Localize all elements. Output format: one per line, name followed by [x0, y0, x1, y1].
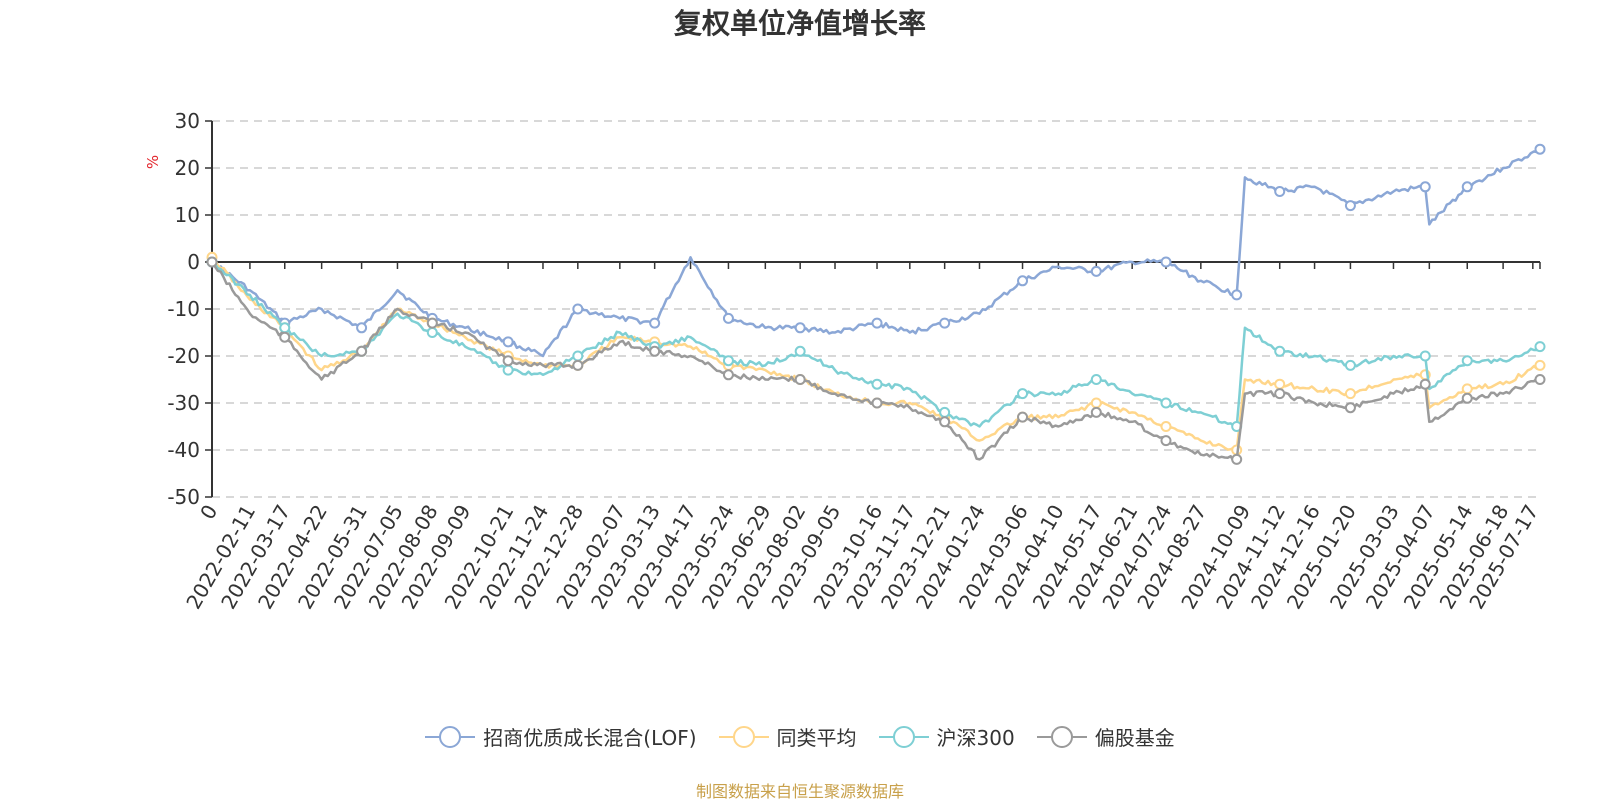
data-point[interactable] — [279, 322, 291, 334]
data-point[interactable] — [1090, 397, 1102, 409]
legend: 招商优质成长混合(LOF) 同类平均 沪深300 偏股基金 — [0, 722, 1600, 751]
legend-label: 偏股基金 — [1094, 726, 1175, 750]
y-axis-label: % — [144, 155, 162, 169]
y-tick-label: -20 — [167, 344, 200, 368]
legend-item-fund[interactable]: 招商优质成长混合(LOF) — [425, 722, 697, 751]
data-point[interactable] — [1344, 359, 1356, 371]
data-point[interactable] — [1534, 143, 1546, 155]
data-point[interactable] — [1461, 355, 1473, 367]
data-point[interactable] — [1419, 350, 1431, 362]
data-point[interactable] — [1090, 265, 1102, 277]
data-point[interactable] — [1419, 378, 1431, 390]
data-point[interactable] — [356, 322, 368, 334]
data-point[interactable] — [871, 397, 883, 409]
legend-label: 招商优质成长混合(LOF) — [483, 726, 697, 750]
data-point[interactable] — [649, 345, 661, 357]
data-point[interactable] — [279, 331, 291, 343]
data-point[interactable] — [1160, 256, 1172, 268]
data-point[interactable] — [871, 378, 883, 390]
data-point[interactable] — [1461, 383, 1473, 395]
data-point[interactable] — [206, 256, 218, 268]
data-point[interactable] — [1017, 275, 1029, 287]
data-point[interactable] — [649, 317, 661, 329]
data-point[interactable] — [1344, 388, 1356, 400]
data-point[interactable] — [426, 317, 438, 329]
data-point[interactable] — [1017, 411, 1029, 423]
legend-item-peer-average[interactable]: 同类平均 — [718, 722, 857, 751]
y-tick-label: -10 — [167, 297, 200, 321]
y-tick-label: -50 — [167, 485, 200, 509]
x-tick-label: 0 — [195, 501, 222, 524]
data-point[interactable] — [1461, 181, 1473, 193]
y-tick-label: 0 — [187, 250, 200, 274]
data-point[interactable] — [356, 345, 368, 357]
line-chart: 3020100-10-20-30-40-50%02022-02-112022-0… — [144, 109, 1546, 613]
data-point[interactable] — [794, 322, 806, 334]
data-point[interactable] — [1231, 453, 1243, 465]
data-point[interactable] — [722, 355, 734, 367]
data-point[interactable] — [1461, 392, 1473, 404]
data-point[interactable] — [1534, 374, 1546, 385]
y-tick-label: 30 — [175, 109, 200, 133]
data-point[interactable] — [1017, 388, 1029, 400]
data-point[interactable] — [1274, 378, 1286, 390]
y-tick-label: -30 — [167, 391, 200, 415]
data-point[interactable] — [1419, 181, 1431, 193]
data-point[interactable] — [1274, 388, 1286, 400]
data-point[interactable] — [1231, 289, 1243, 301]
y-tick-label: 20 — [175, 156, 200, 180]
data-point[interactable] — [722, 312, 734, 324]
data-point[interactable] — [502, 355, 514, 367]
legend-circle-icon — [425, 725, 476, 748]
series-line — [211, 256, 1541, 452]
legend-label: 同类平均 — [776, 726, 857, 750]
data-point[interactable] — [871, 317, 883, 329]
data-point[interactable] — [572, 303, 584, 315]
legend-label: 沪深300 — [936, 726, 1015, 750]
data-point[interactable] — [426, 327, 438, 338]
legend-circle-icon — [718, 725, 769, 748]
data-point[interactable] — [1090, 374, 1102, 385]
data-point[interactable] — [939, 406, 951, 418]
y-tick-label: 10 — [175, 203, 200, 227]
data-point[interactable] — [572, 350, 584, 362]
data-point[interactable] — [502, 364, 514, 376]
data-point[interactable] — [1534, 359, 1546, 371]
data-point[interactable] — [722, 369, 734, 381]
legend-item-equity-fund[interactable]: 偏股基金 — [1036, 722, 1175, 751]
data-point[interactable] — [1344, 200, 1356, 212]
data-point[interactable] — [939, 317, 951, 329]
data-point[interactable] — [794, 345, 806, 357]
chart-title: 复权单位净值增长率 — [673, 7, 926, 40]
legend-circle-icon — [878, 725, 929, 748]
data-point[interactable] — [939, 416, 951, 428]
source-note: 制图数据来自恒生聚源数据库 — [695, 782, 904, 801]
data-point[interactable] — [1274, 345, 1286, 357]
legend-circle-icon — [1036, 725, 1087, 748]
data-point[interactable] — [1090, 406, 1102, 418]
y-tick-label: -40 — [167, 438, 200, 462]
series-lines — [206, 143, 1546, 465]
legend-item-csi300[interactable]: 沪深300 — [878, 722, 1015, 751]
data-point[interactable] — [1160, 435, 1172, 447]
data-point[interactable] — [572, 359, 584, 371]
data-point[interactable] — [1160, 421, 1172, 432]
data-point[interactable] — [1534, 341, 1546, 353]
data-point[interactable] — [1274, 186, 1286, 197]
data-point[interactable] — [1344, 402, 1356, 414]
data-point[interactable] — [794, 374, 806, 385]
gridlines — [212, 120, 1540, 498]
data-point[interactable] — [1160, 397, 1172, 409]
data-point[interactable] — [502, 336, 514, 348]
